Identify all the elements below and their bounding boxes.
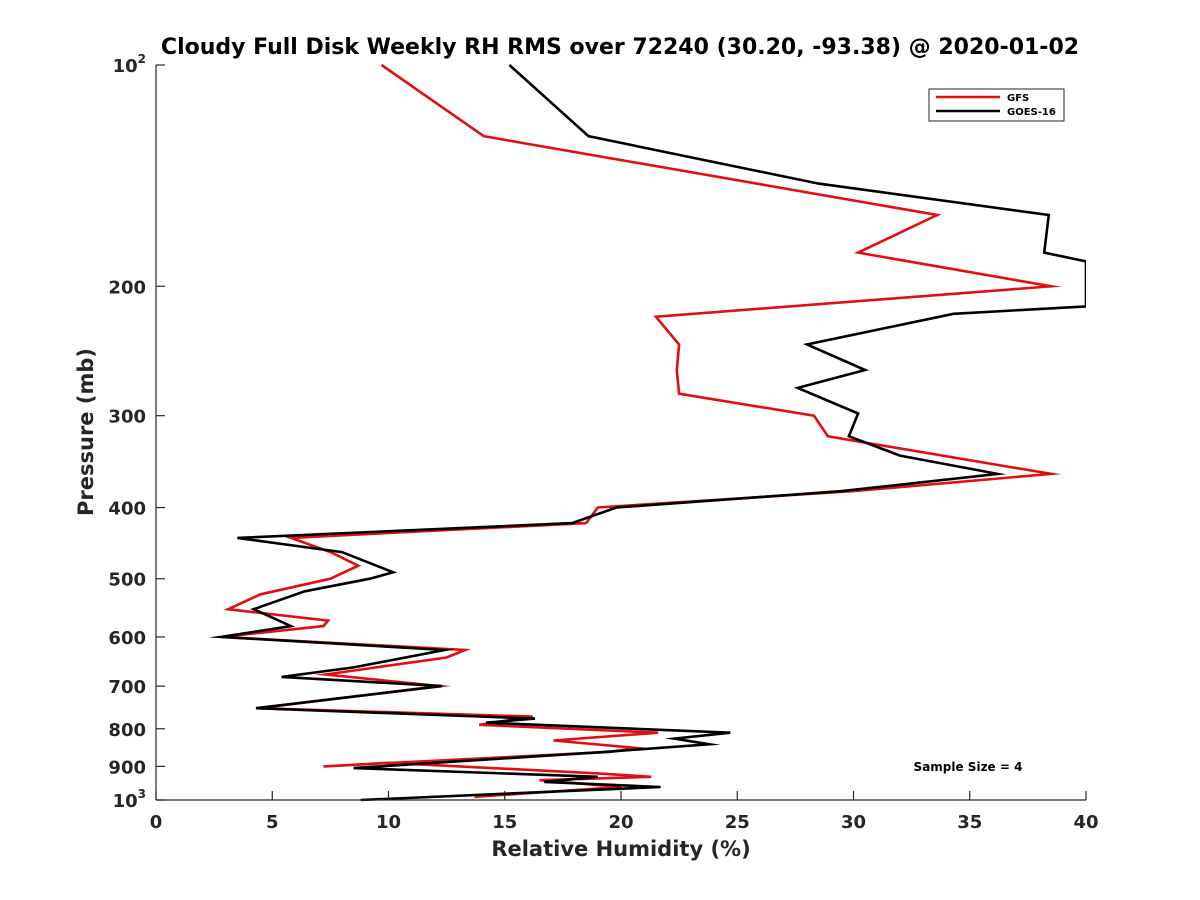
x-tick-label: 25	[725, 812, 750, 833]
y-tick-label: 700	[108, 677, 146, 698]
x-tick-label: 20	[608, 812, 633, 833]
y-tick-label: 200	[108, 277, 146, 298]
x-axis-label: Relative Humidity (%)	[491, 837, 750, 861]
legend-box	[928, 88, 1065, 122]
legend-label: GOES-16	[1007, 107, 1056, 118]
y-axis-ticks: 102 200 300 400 500 600 700 800 900 103	[108, 52, 165, 812]
x-tick-label: 30	[841, 812, 866, 833]
series-layer	[208, 63, 1086, 802]
y-tick-label: 103	[113, 787, 146, 812]
legend: GFS GOES-16	[928, 88, 1065, 122]
y-tick-label: 800	[108, 720, 146, 741]
y-axis-label: Pressure (mb)	[74, 348, 98, 516]
x-tick-label: 10	[376, 812, 401, 833]
y-tick-label: 500	[108, 570, 146, 591]
chart-title: Cloudy Full Disk Weekly RH RMS over 7224…	[161, 35, 1079, 60]
y-tick-label: 300	[108, 407, 146, 428]
x-tick-label: 40	[1073, 812, 1098, 833]
y-tick-label: 900	[108, 757, 146, 778]
legend-label: GFS	[1007, 93, 1029, 104]
x-axis-ticks: 0 5 10 15 20 25 30 35 40	[150, 791, 1099, 833]
x-tick-label: 15	[492, 812, 517, 833]
y-tick-label: 102	[113, 52, 146, 77]
y-tick-label: 600	[108, 628, 146, 649]
x-tick-label: 0	[150, 812, 163, 833]
sample-size-annotation: Sample Size = 4	[914, 760, 1023, 774]
plot-area	[156, 65, 1086, 800]
x-tick-label: 5	[266, 812, 279, 833]
x-tick-label: 35	[957, 812, 982, 833]
series-line-goes-16	[208, 64, 1086, 802]
y-tick-label: 400	[108, 499, 146, 520]
